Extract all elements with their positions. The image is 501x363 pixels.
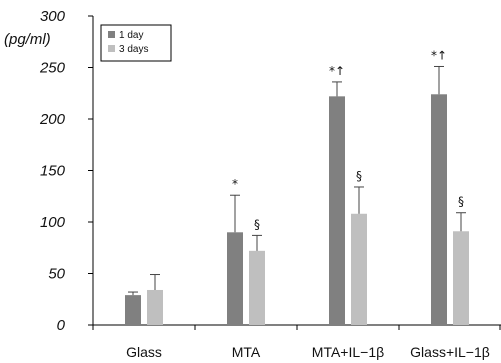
bar [227,232,243,325]
y-tick-label: 150 [40,163,66,180]
x-tick-label: MTA [232,344,261,360]
bar [147,289,163,325]
y-tick-label: 300 [40,8,66,25]
y-tick-label: 50 [48,266,65,283]
bar [125,295,141,325]
bar [431,94,447,325]
x-tick-label: Glass [126,344,162,360]
legend: 1 day 3 days [100,24,172,62]
bar [351,213,367,325]
significance-marker: § [254,217,260,231]
significance-marker: *↑ [329,64,345,78]
x-tick-label: MTA+IL−1β [312,344,384,360]
y-axis: 0 50 100 150 200 250 300 [39,8,94,334]
x-tick-label: Glass+IL−1β [410,344,490,360]
legend-label-1-day: 1 day [119,30,143,41]
significance-marker: *↑ [431,48,447,62]
x-axis: Glass MTA MTA+IL−1β Glass+IL−1β [92,324,501,360]
legend-swatch-1-day [108,31,115,38]
bar [329,96,345,325]
significance-marker: * [232,177,238,191]
y-tick-label: 250 [39,60,66,77]
legend-label-3-days: 3 days [119,44,148,55]
significance-marker: § [356,169,362,183]
bar [453,231,469,325]
legend-swatch-3-days [108,45,115,52]
bars: * § *↑ § *↑ § [125,48,469,325]
y-tick-label: 200 [39,111,66,128]
y-tick-label: 0 [57,317,66,334]
y-tick-label: 100 [40,214,66,231]
y-axis-unit-label: (pg/ml) [4,31,51,48]
significance-marker: § [458,195,464,209]
bar [249,250,265,325]
